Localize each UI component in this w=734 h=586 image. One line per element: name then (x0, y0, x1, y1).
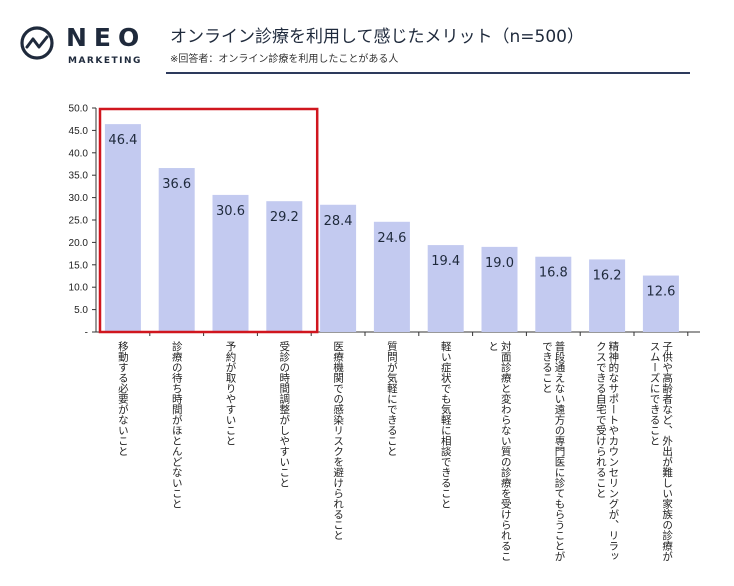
category-label: 質問が気軽にできること (386, 340, 398, 456)
category-label: できること (541, 341, 553, 394)
data-label: 16.8 (539, 266, 568, 281)
bar (589, 259, 626, 332)
y-tick-label: 50.0 (69, 104, 89, 115)
category-label: 移動する必要がないこと (117, 340, 129, 456)
bar (158, 168, 195, 332)
data-label: 12.6 (646, 285, 675, 300)
data-label: 19.0 (485, 256, 514, 271)
bar (373, 221, 410, 332)
data-label: 30.6 (216, 204, 245, 219)
category-label: 軽い症状でも気軽に相談できること (440, 341, 452, 509)
category-label: 普段通えない遠方の専門医に診てもらうことが (554, 340, 566, 561)
category-label: クスできる自宅で受けられること (595, 341, 607, 499)
bar (320, 204, 357, 332)
category-label: 対面診療と変わらない質の診療を受けられるこ (500, 340, 512, 561)
highlight-box (98, 107, 319, 334)
bar (535, 256, 572, 332)
category-label: スムーズにできること (649, 341, 661, 446)
category-label: と (487, 341, 499, 352)
category-label: 予約が取りやすいこと (225, 341, 237, 446)
y-tick-label: 30.0 (69, 193, 89, 204)
category-label: 診療の待ち時間がほとんどないこと (171, 340, 183, 509)
y-tick-label: 5.0 (74, 305, 88, 316)
bar (427, 245, 464, 332)
y-tick-label: 35.0 (69, 171, 89, 182)
bar (266, 201, 303, 332)
category-label: 精神的なサポートやカウンセリングが、リラッ (607, 340, 619, 561)
category-label: 受診の時間調整がしやすいこと (278, 341, 290, 488)
y-tick-label: 15.0 (69, 260, 89, 271)
logo-word: NEO (66, 23, 147, 52)
logo-mark-icon (20, 26, 54, 60)
neo-marketing-logo: NEO MARKETING (18, 22, 150, 72)
y-tick-label: 20.0 (69, 238, 89, 249)
y-tick-label: 10.0 (69, 283, 89, 294)
y-tick-label: 25.0 (69, 216, 89, 227)
bar (104, 124, 141, 333)
data-label: 29.2 (270, 210, 299, 225)
category-label: 医療機関での感染リスクを避けられること (332, 341, 344, 541)
chart-subtitle: ※回答者：オンライン診療を利用したことがある人 (170, 54, 399, 65)
category-label: 子供や高齢者など、外出が難しい家族の診療が (661, 341, 673, 562)
data-label: 46.4 (108, 133, 137, 148)
data-label: 28.4 (324, 214, 353, 229)
y-tick-label: 40.0 (69, 148, 89, 159)
header-divider (166, 72, 690, 74)
data-label: 19.4 (431, 254, 460, 269)
data-label: 36.6 (162, 177, 191, 192)
logo-subtext: MARKETING (68, 56, 142, 66)
bar (481, 246, 518, 332)
data-label: 24.6 (377, 231, 406, 246)
y-tick-label: - (85, 328, 88, 339)
data-label: 16.2 (593, 268, 622, 283)
chart-title: オンライン診療を利用して感じたメリット（n=500） (170, 27, 584, 47)
y-tick-label: 45.0 (69, 126, 89, 137)
bar (212, 194, 249, 332)
bar (642, 275, 679, 332)
